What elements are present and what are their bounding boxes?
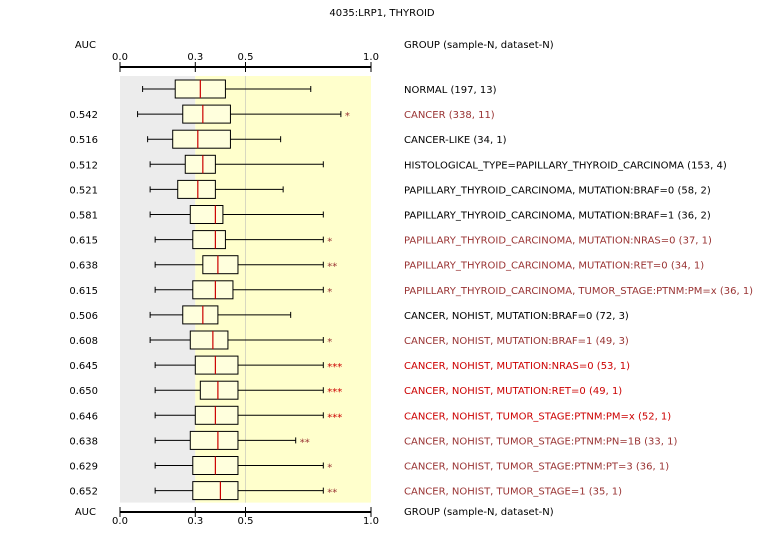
box bbox=[194, 405, 239, 425]
auc-header-bottom: AUC bbox=[75, 507, 96, 518]
group-label: CANCER, NOHIST, MUTATION:NRAS=0 (53, 1) bbox=[404, 361, 630, 372]
auc-value: 0.638 bbox=[69, 436, 98, 447]
significance-stars: ** bbox=[327, 262, 337, 273]
auc-value: 0.646 bbox=[69, 411, 98, 422]
auc-header-top: AUC bbox=[75, 40, 96, 51]
box bbox=[194, 355, 239, 375]
top-tick-label: 0.3 bbox=[187, 52, 203, 63]
group-label: CANCER-LIKE (34, 1) bbox=[404, 135, 507, 146]
box bbox=[192, 230, 226, 250]
auc-value: 0.638 bbox=[69, 261, 98, 272]
group-label: CANCER, NOHIST, TUMOR_STAGE:PTNM:PT=3 (3… bbox=[404, 462, 669, 473]
auc-value: 0.516 bbox=[69, 135, 98, 146]
auc-value: 0.512 bbox=[69, 160, 98, 171]
box bbox=[172, 129, 231, 149]
bottom-axis: 0.0 0.3 0.5 1.0 bbox=[112, 507, 379, 527]
significance-stars: *** bbox=[327, 362, 342, 373]
auc-value: 0.650 bbox=[69, 386, 98, 397]
bottom-tick-label: 0.3 bbox=[187, 516, 203, 527]
auc-value: 0.645 bbox=[69, 361, 98, 372]
group-label: CANCER, NOHIST, TUMOR_STAGE:PTNM:PM=x (5… bbox=[404, 411, 671, 422]
group-header-bottom: GROUP (sample-N, dataset-N) bbox=[404, 507, 554, 518]
auc-value: 0.615 bbox=[69, 286, 98, 297]
chart-title: 4035:LRP1, THYROID bbox=[329, 8, 435, 19]
group-label: CANCER, NOHIST, MUTATION:BRAF=0 (72, 3) bbox=[404, 311, 629, 322]
box bbox=[184, 154, 216, 174]
box-row: *** 0.650 CANCER, NOHIST, MUTATION:RET=0 (… bbox=[69, 380, 622, 400]
group-label: NORMAL (197, 13) bbox=[404, 85, 497, 96]
group-label: CANCER, NOHIST, MUTATION:RET=0 (49, 1) bbox=[404, 386, 622, 397]
box-row: 0.512 HISTOLOGICAL_TYPE=PAPILLARY_THYROID… bbox=[69, 154, 727, 174]
group-label: CANCER, NOHIST, TUMOR_STAGE=1 (35, 1) bbox=[404, 487, 622, 498]
box bbox=[177, 179, 216, 199]
box bbox=[189, 330, 229, 350]
box-row: 0.521 PAPILLARY_THYROID_CARCINOMA, MUTATI… bbox=[69, 179, 711, 199]
group-label: HISTOLOGICAL_TYPE=PAPILLARY_THYROID_CARC… bbox=[404, 160, 727, 171]
group-header-top: GROUP (sample-N, dataset-N) bbox=[404, 40, 554, 51]
significance-stars: ** bbox=[327, 488, 337, 499]
box-row: * 0.608 CANCER, NOHIST, MUTATION:BRAF=1 (4… bbox=[69, 330, 629, 350]
significance-stars: * bbox=[327, 237, 332, 248]
box bbox=[189, 430, 239, 450]
significance-stars: * bbox=[327, 287, 332, 298]
box-row: ** 0.638 PAPILLARY_THYROID_CARCINOMA, MUTA… bbox=[69, 255, 704, 275]
significance-stars: *** bbox=[327, 387, 342, 398]
group-label: PAPILLARY_THYROID_CARCINOMA, MUTATION:NR… bbox=[404, 236, 712, 247]
box-row: 0.516 CANCER-LIKE (34, 1) bbox=[69, 129, 507, 149]
top-tick-label: 1.0 bbox=[363, 52, 379, 63]
significance-stars: * bbox=[327, 337, 332, 348]
top-axis: 0.0 0.3 0.5 1.0 bbox=[112, 52, 379, 72]
significance-stars: ** bbox=[300, 437, 310, 448]
group-label: CANCER, NOHIST, MUTATION:BRAF=1 (49, 3) bbox=[404, 336, 629, 347]
box-row: * 0.615 PAPILLARY_THYROID_CARCINOMA, TUMOR… bbox=[69, 280, 753, 300]
box bbox=[192, 481, 239, 501]
auc-value: 0.521 bbox=[69, 185, 98, 196]
box bbox=[189, 205, 224, 224]
box-row: * 0.629 CANCER, NOHIST, TUMOR_STAGE:PTNM:P… bbox=[69, 456, 669, 475]
group-label: PAPILLARY_THYROID_CARCINOMA, MUTATION:BR… bbox=[404, 211, 711, 222]
box bbox=[192, 280, 234, 300]
group-label: PAPILLARY_THYROID_CARCINOMA, MUTATION:RE… bbox=[404, 261, 704, 272]
box bbox=[202, 255, 239, 275]
box-row: * 0.542 CANCER (338, 11) bbox=[69, 104, 495, 124]
top-tick-label: 0.5 bbox=[238, 52, 254, 63]
box-row: * 0.615 PAPILLARY_THYROID_CARCINOMA, MUTAT… bbox=[69, 230, 712, 250]
group-label: CANCER, NOHIST, TUMOR_STAGE:PTNM:PN=1B (… bbox=[404, 436, 677, 447]
box-row: NORMAL (197, 13) bbox=[142, 79, 497, 99]
group-label: PAPILLARY_THYROID_CARCINOMA, TUMOR_STAGE… bbox=[404, 286, 753, 297]
box-row: 0.506 CANCER, NOHIST, MUTATION:BRAF=0 (72… bbox=[69, 305, 629, 325]
auc-value: 0.608 bbox=[69, 336, 98, 347]
group-label: CANCER (338, 11) bbox=[404, 110, 495, 121]
auc-value: 0.652 bbox=[69, 487, 98, 498]
bottom-tick-label: 0.5 bbox=[238, 516, 254, 527]
significance-stars: * bbox=[345, 111, 350, 122]
group-label: PAPILLARY_THYROID_CARCINOMA, MUTATION:BR… bbox=[404, 185, 711, 196]
box-row: ** 0.652 CANCER, NOHIST, TUMOR_STAGE=1 (35… bbox=[69, 481, 622, 501]
top-tick-label: 0.0 bbox=[112, 52, 128, 63]
auc-value: 0.629 bbox=[69, 462, 98, 473]
box bbox=[182, 104, 231, 124]
box bbox=[199, 380, 239, 400]
significance-stars: * bbox=[327, 463, 332, 474]
significance-stars: *** bbox=[327, 412, 342, 423]
box bbox=[182, 305, 219, 325]
auc-value: 0.581 bbox=[69, 211, 98, 222]
bottom-tick-label: 0.0 bbox=[112, 516, 128, 527]
bottom-tick-label: 1.0 bbox=[363, 516, 379, 527]
box-row: *** 0.645 CANCER, NOHIST, MUTATION:NRAS=0 … bbox=[69, 355, 630, 375]
auc-value: 0.506 bbox=[69, 311, 98, 322]
auc-value: 0.615 bbox=[69, 236, 98, 247]
box-row: 0.581 PAPILLARY_THYROID_CARCINOMA, MUTATI… bbox=[69, 205, 711, 224]
box-rows: NORMAL (197, 13) * 0.542 CANCER (338, 11) 0.… bbox=[69, 79, 753, 501]
auc-value: 0.542 bbox=[69, 110, 98, 121]
box-row: *** 0.646 CANCER, NOHIST, TUMOR_STAGE:PTNM… bbox=[69, 405, 671, 425]
box-row: ** 0.638 CANCER, NOHIST, TUMOR_STAGE:PTNM:… bbox=[69, 430, 677, 450]
